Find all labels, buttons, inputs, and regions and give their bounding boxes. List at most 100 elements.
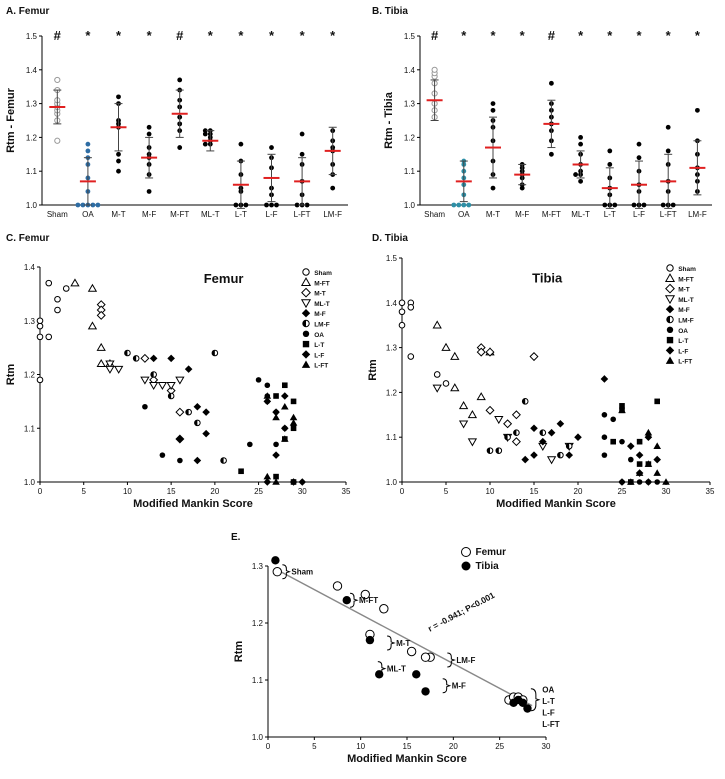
data-point [75,202,81,208]
data-point [458,420,469,429]
group-lm-f: LM-F * [688,28,707,219]
data-point [490,185,496,191]
series-sham [398,299,450,387]
data-point [601,412,608,418]
legend-label: M-T [678,287,690,294]
series-m-f [521,419,582,464]
y-tick-label: 1.2 [26,133,38,142]
data-point [467,438,478,447]
legend-marker [301,287,311,298]
data-point [159,452,166,458]
data-point [272,413,280,421]
data-point-fill [522,398,526,405]
data-point [612,202,618,208]
x-tick-label: M-F [515,210,529,219]
data-point [523,704,532,713]
significance-marker: # [54,28,62,43]
data-point [282,382,288,389]
data-point [521,398,529,405]
data-point [95,202,101,208]
series-m-ft [432,320,495,419]
data-point [142,403,148,410]
data-point [407,353,415,360]
legend-marker [666,264,674,272]
x-tick-label: M-FT [170,210,189,219]
data-point [233,202,239,208]
data-point [398,299,406,307]
bracket [387,635,396,651]
group-sham: Sham # [47,28,68,219]
x-tick-label: 15 [403,742,412,751]
data-point-fill [133,355,137,362]
x-tick-label: LM-F [323,210,342,219]
data-point [140,376,150,385]
series-l-f [263,392,307,486]
data-point [636,479,643,485]
bracket [530,688,541,712]
legend-marker [665,346,675,355]
data-point [407,303,415,311]
data-point [521,455,529,464]
x-tick-label: 25 [618,487,627,496]
data-point [146,131,152,137]
y-tick-label: 1.3 [386,344,398,353]
data-point-fill [150,371,154,378]
y-tick-label: 1.2 [386,388,398,397]
series-m-ft [70,278,115,368]
data-point [485,347,495,357]
data-point-fill [566,443,570,449]
data-point [644,428,653,436]
legend-label: M-FT [678,276,694,283]
data-point [238,141,244,147]
panel-c-femur: C. Femur 1.0 1.1 1.2 1.3 1.4 0 5 10 15 20 25 30 35 Mo… [5,233,351,510]
group-ml-t: ML-T * [571,28,590,219]
data-point [247,441,253,448]
data-point [556,419,565,428]
data-point [546,456,557,465]
data-point [211,349,219,357]
data-point [360,589,370,600]
significance-marker: * [695,28,701,43]
group-label: M-T [396,639,410,648]
data-point [495,447,503,454]
legend-label: LM-F [678,318,694,325]
data-point [600,375,609,383]
data-point-fill [212,350,215,356]
x-tick-label: L-FT [660,210,677,219]
legend-label: OA [314,332,324,339]
data-point [45,279,53,287]
data-point [299,151,305,157]
group-labels: Sham M-FT M-T ML-T LM-F M-F OA L-T L-F L-FT [282,564,560,729]
bracket [447,652,456,668]
y-tick-label: 1.2 [24,371,36,380]
group-label: M-F [452,682,466,691]
series-oa [142,377,288,464]
legend-marker [461,547,471,557]
data-point [274,202,279,208]
group-l-ft: L-FT * [660,28,677,219]
data-point [467,409,478,419]
data-point [54,295,61,303]
data-point [114,365,124,374]
series-ml-t [432,384,574,465]
data-point [636,461,643,467]
data-point [601,434,608,441]
legend-marker [300,299,312,309]
group-l-t: L-T * [601,28,618,219]
data-point [504,433,511,441]
legend-label: M-F [678,307,690,314]
data-point [607,148,613,154]
data-point [619,403,625,409]
data-point-fill [168,393,172,399]
legend-marker [302,330,310,337]
data-point [628,456,634,463]
series-sham [36,279,70,384]
legend-label: OA [678,328,688,335]
x-tick-label: 15 [167,487,176,496]
data-point [433,371,441,378]
legend-marker [666,326,674,333]
data-point [421,687,430,696]
legend-label: L-F [678,348,688,355]
bracket [377,661,387,677]
data-point [565,442,573,450]
